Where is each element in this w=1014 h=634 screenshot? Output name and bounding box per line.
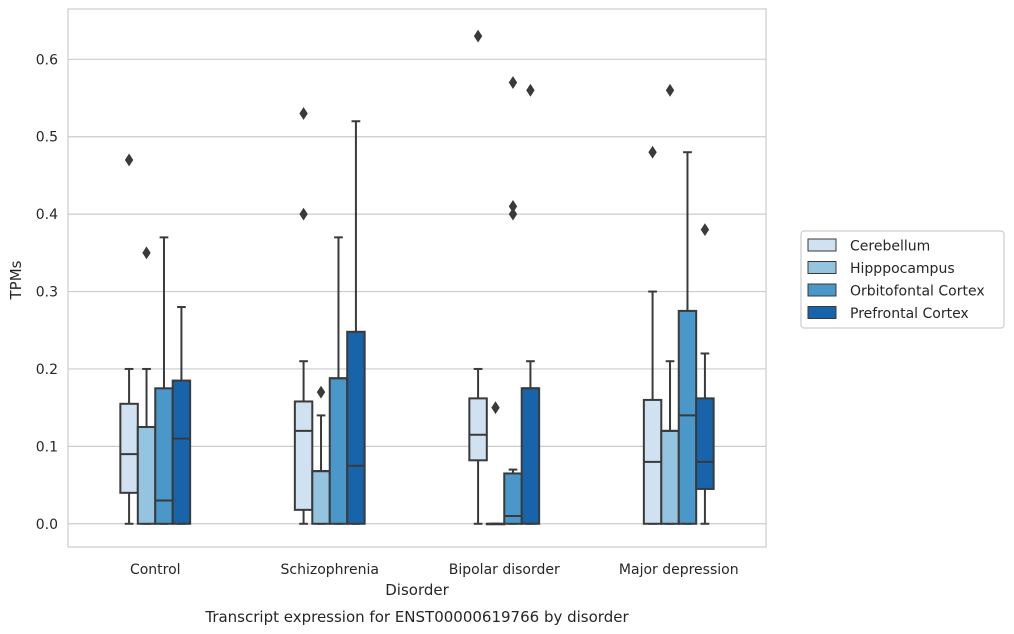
outlier-point <box>508 199 518 213</box>
y-tick-label: 0.1 <box>36 439 58 455</box>
legend-swatch <box>807 283 837 297</box>
box-iqr <box>293 400 314 511</box>
outlier-point <box>473 29 483 43</box>
y-axis-title: TPMs <box>7 260 25 300</box>
outlier-point <box>299 207 308 221</box>
box-orbitofontal-cortex <box>677 151 698 525</box>
x-tick-label: Major depression <box>619 562 739 578</box>
box-hipppocampus <box>136 246 157 525</box>
box-cerebellum <box>642 145 663 525</box>
box-layer <box>119 29 715 526</box>
y-tick-label: 0.6 <box>36 52 58 68</box>
x-tick-label: Schizophrenia <box>281 562 379 578</box>
outlier-point <box>508 207 518 221</box>
legend-swatch <box>807 238 837 252</box>
outlier-point <box>316 385 326 399</box>
box-hipppocampus <box>311 385 331 525</box>
box-iqr <box>695 397 715 490</box>
x-tick-labels: Control Schizophrenia Bipolar disorder Majo… <box>130 562 739 578</box>
plot-frame <box>67 8 767 548</box>
box-orbitofontal-cortex <box>328 236 349 525</box>
x-tick-label: Control <box>130 562 181 578</box>
outlier-point <box>508 76 518 89</box>
legend-label: Prefrontal Cortex <box>850 306 969 322</box>
box-iqr <box>119 402 139 494</box>
box-iqr <box>520 387 541 525</box>
box-iqr <box>468 397 488 462</box>
box-cerebellum <box>293 107 314 525</box>
box-iqr <box>328 377 349 525</box>
y-tick-labels: 0.0 0.1 0.2 0.3 0.4 0.5 0.6 <box>36 52 58 532</box>
outlier-point <box>648 145 657 159</box>
legend-swatch <box>807 306 837 319</box>
box-iqr <box>154 387 174 525</box>
box-prefrontal-cortex <box>695 223 715 525</box>
outlier-point <box>299 107 308 120</box>
x-axis-title: Disorder <box>385 581 449 599</box>
box-iqr <box>311 470 331 525</box>
y-tick-label: 0.4 <box>36 207 58 223</box>
box-prefrontal-cortex <box>171 306 192 525</box>
outlier-point <box>491 401 500 415</box>
box-prefrontal-cortex <box>346 120 366 525</box>
outlier-point <box>665 83 675 97</box>
y-tick-label: 0.3 <box>36 285 58 301</box>
outlier-point <box>700 223 710 237</box>
box-cerebellum <box>119 153 139 525</box>
box-cerebellum <box>468 29 488 525</box>
y-tick-label: 0.0 <box>36 517 58 533</box>
box-iqr <box>346 330 366 525</box>
legend-label: Cerebellum <box>850 239 930 255</box>
x-tick-label: Bipolar disorder <box>449 562 560 578</box>
legend-swatch <box>807 261 837 274</box>
outlier-point <box>526 83 535 97</box>
box-hipppocampus <box>485 401 506 526</box>
legend-frame <box>800 230 1005 329</box>
box-iqr <box>660 429 680 525</box>
legend-label: Orbitofontal Cortex <box>850 284 985 300</box>
figure-caption: Transcript expression for ENST0000061976… <box>204 608 629 626</box>
box-prefrontal-cortex <box>520 83 541 525</box>
legend: Cerebellum Hipppocampus Orbitofontal Corte… <box>800 230 1005 329</box>
box-iqr <box>171 379 192 525</box>
outlier-point <box>124 153 134 167</box>
box-hipppocampus <box>660 83 680 525</box>
box-iqr <box>136 426 157 525</box>
box-orbitofontal-cortex <box>503 76 523 525</box>
y-tick-label: 0.5 <box>36 130 58 146</box>
box-orbitofontal-cortex <box>154 236 174 525</box>
outlier-point <box>142 246 151 260</box>
box-iqr <box>677 309 698 525</box>
legend-label: Hipppocampus <box>850 261 955 277</box>
y-tick-label: 0.2 <box>36 362 58 378</box>
